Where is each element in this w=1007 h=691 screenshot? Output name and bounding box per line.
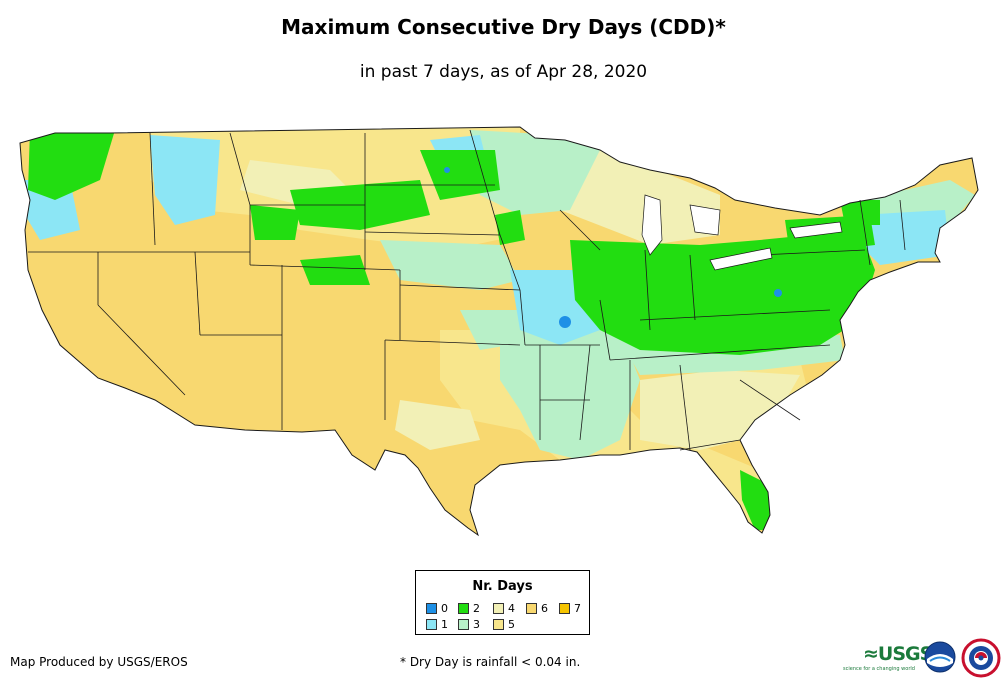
us-outline bbox=[19, 126, 979, 537]
legend-swatch bbox=[493, 603, 504, 614]
lake-erie bbox=[709, 247, 773, 271]
legend-item: 7 bbox=[559, 603, 581, 615]
legend-swatch bbox=[426, 603, 437, 614]
map-title: Maximum Consecutive Dry Days (CDD)* bbox=[281, 15, 726, 39]
noaa-logo bbox=[924, 641, 956, 673]
map-subtitle: in past 7 days, as of Apr 28, 2020 bbox=[359, 62, 648, 82]
dry-days-fill bbox=[20, 127, 978, 535]
legend-label: 5 bbox=[508, 618, 515, 631]
legend-swatch bbox=[559, 603, 570, 614]
lake-ontario bbox=[789, 221, 843, 239]
map-legend: Nr. Days 0 1 2 3 4 5 6 7 bbox=[415, 570, 590, 635]
legend-label: 2 bbox=[473, 602, 480, 615]
nws-logo bbox=[961, 638, 1001, 678]
legend-item: 2 bbox=[458, 603, 480, 615]
legend-title: Nr. Days bbox=[472, 579, 533, 594]
legend-swatch bbox=[458, 603, 469, 614]
legend-label: 4 bbox=[508, 602, 515, 615]
legend-label: 1 bbox=[441, 618, 448, 631]
legend-item: 0 bbox=[426, 603, 448, 615]
map-credit: Map Produced by USGS/EROS bbox=[10, 655, 188, 669]
legend-item: 1 bbox=[426, 619, 448, 631]
legend-item: 5 bbox=[493, 619, 515, 631]
legend-item: 6 bbox=[526, 603, 548, 615]
legend-item: 4 bbox=[493, 603, 515, 615]
legend-label: 0 bbox=[441, 602, 448, 615]
usgs-logo-text: ≈USGS bbox=[863, 643, 933, 665]
legend-swatch bbox=[493, 619, 504, 630]
legend-label: 3 bbox=[473, 618, 480, 631]
state-boundaries bbox=[28, 129, 906, 451]
legend-swatch bbox=[426, 619, 437, 630]
legend-label: 7 bbox=[574, 602, 581, 615]
lake-huron bbox=[689, 204, 721, 236]
cdd-map bbox=[19, 126, 979, 537]
usgs-logo: ≈USGS science for a changing world bbox=[843, 643, 933, 673]
legend-swatch bbox=[526, 603, 537, 614]
legend-label: 6 bbox=[541, 602, 548, 615]
legend-swatch bbox=[458, 619, 469, 630]
legend-item: 3 bbox=[458, 619, 480, 631]
usgs-tagline: science for a changing world bbox=[843, 666, 915, 672]
dry-day-footnote: * Dry Day is rainfall < 0.04 in. bbox=[400, 655, 581, 669]
lake-michigan bbox=[641, 194, 663, 256]
